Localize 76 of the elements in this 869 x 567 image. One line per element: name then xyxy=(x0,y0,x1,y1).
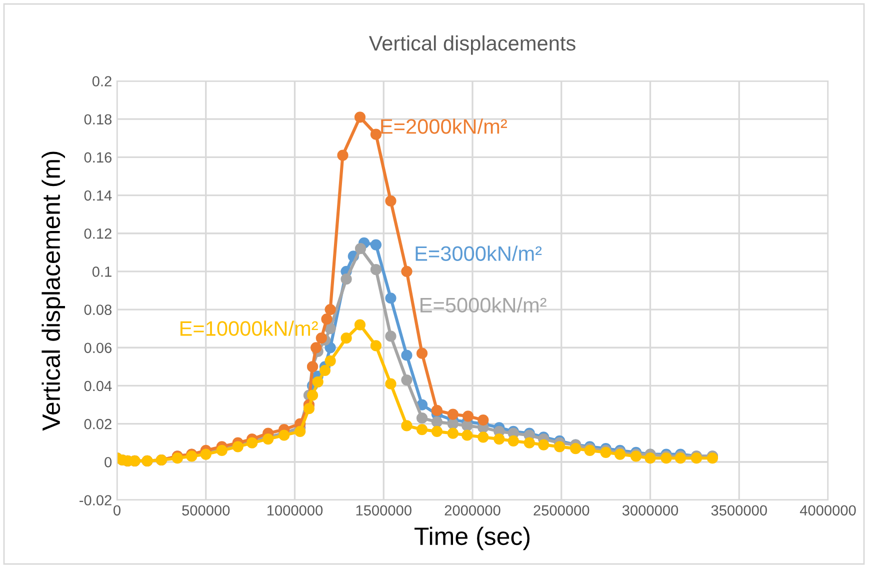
point xyxy=(354,319,366,330)
point xyxy=(538,439,550,450)
x-tick-label: 4000000 xyxy=(800,505,856,516)
y-axis-title: Vertical displacement (m) xyxy=(42,152,66,431)
series-label: E=2000kN/m² xyxy=(381,118,507,134)
x-tick-label: 0 xyxy=(114,505,120,516)
point xyxy=(324,323,336,334)
y-tick-label: 0.1 xyxy=(92,266,112,277)
point xyxy=(306,390,318,401)
y-tick-label: -0.02 xyxy=(80,495,112,506)
y-tick-label: 0.08 xyxy=(84,304,112,315)
point xyxy=(385,292,396,304)
point xyxy=(494,434,505,445)
point xyxy=(340,274,352,285)
point xyxy=(321,314,332,325)
x-tick-label: 500000 xyxy=(182,505,230,516)
point xyxy=(401,350,412,361)
y-tick-label: 0.02 xyxy=(84,418,112,430)
point xyxy=(385,378,396,390)
point xyxy=(385,195,396,207)
y-tick-label: 0.04 xyxy=(84,380,112,392)
point xyxy=(401,266,412,278)
point xyxy=(431,416,443,428)
point xyxy=(416,412,428,424)
point xyxy=(401,374,412,386)
point xyxy=(478,432,489,443)
x-tick-label: 2500000 xyxy=(534,505,590,516)
y-tick-label: 0.14 xyxy=(84,190,112,201)
series-label: E=5000kN/m² xyxy=(420,297,546,313)
y-tick-label: 0.12 xyxy=(84,228,112,239)
point xyxy=(524,437,535,448)
point xyxy=(340,332,352,344)
point xyxy=(431,404,443,416)
x-tick-label: 1500000 xyxy=(356,505,412,516)
point xyxy=(324,304,336,316)
x-tick-label: 3000000 xyxy=(622,505,678,516)
point xyxy=(431,426,443,437)
point xyxy=(644,452,656,464)
point xyxy=(416,424,428,436)
point xyxy=(370,128,382,140)
point xyxy=(324,342,336,354)
point xyxy=(385,330,396,342)
series-label: E=3000kN/m² xyxy=(416,246,542,261)
x-tick-label: 3500000 xyxy=(711,505,767,516)
y-tick-label: 0.06 xyxy=(84,342,112,354)
point xyxy=(310,342,322,354)
point xyxy=(447,408,459,420)
point xyxy=(370,264,382,276)
point xyxy=(370,340,382,352)
point xyxy=(370,239,382,250)
y-tick-label: 0.18 xyxy=(84,114,112,125)
x-axis-title: Time (sec) xyxy=(414,526,530,550)
point xyxy=(354,112,366,123)
point xyxy=(462,430,473,441)
y-tick-label: 0 xyxy=(104,457,112,468)
point xyxy=(554,441,566,452)
point xyxy=(319,364,331,376)
point xyxy=(401,420,412,432)
point xyxy=(416,348,428,359)
point xyxy=(462,410,474,422)
chart-title: Vertical displacements xyxy=(368,35,576,55)
x-tick-label: 1000000 xyxy=(267,505,323,516)
point xyxy=(447,428,459,439)
point xyxy=(294,426,306,437)
point xyxy=(508,435,519,447)
x-tick-label: 2000000 xyxy=(444,505,500,516)
point xyxy=(478,414,489,426)
point xyxy=(324,355,336,367)
point xyxy=(337,150,348,161)
point xyxy=(303,403,315,414)
series-label: E=10000kN/m² xyxy=(180,320,318,336)
y-tick-label: 0.2 xyxy=(92,76,112,86)
y-tick-label: 0.16 xyxy=(84,152,112,163)
point xyxy=(354,243,366,254)
point xyxy=(312,376,324,388)
point xyxy=(570,443,582,454)
